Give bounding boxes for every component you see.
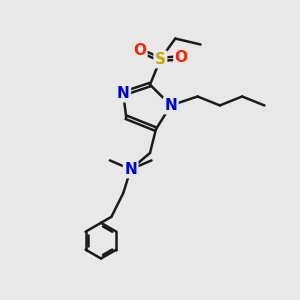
Text: N: N bbox=[124, 162, 137, 177]
Text: O: O bbox=[175, 50, 188, 65]
Text: N: N bbox=[117, 86, 130, 101]
Text: N: N bbox=[164, 98, 177, 113]
Text: S: S bbox=[155, 52, 166, 67]
Text: O: O bbox=[133, 43, 146, 58]
